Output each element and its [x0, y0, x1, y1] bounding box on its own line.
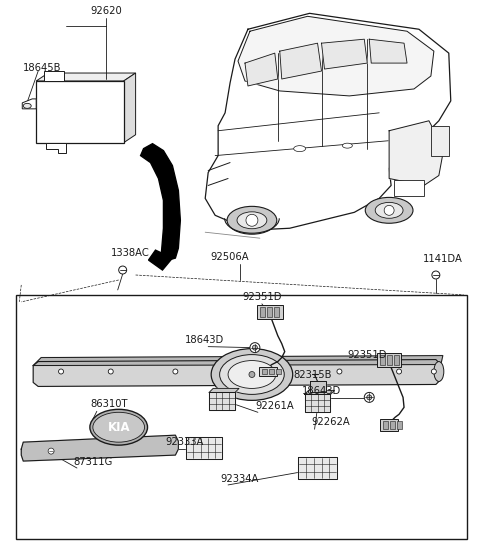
Circle shape [432, 271, 440, 279]
FancyBboxPatch shape [387, 355, 392, 365]
Circle shape [364, 392, 374, 403]
Ellipse shape [375, 202, 403, 218]
Circle shape [257, 369, 263, 374]
Circle shape [108, 369, 113, 374]
Text: 18645B: 18645B [23, 63, 62, 73]
Ellipse shape [237, 212, 267, 229]
Circle shape [337, 369, 342, 374]
FancyBboxPatch shape [380, 355, 385, 365]
FancyBboxPatch shape [274, 307, 279, 317]
Polygon shape [322, 39, 367, 69]
FancyBboxPatch shape [383, 421, 388, 429]
Text: 92620: 92620 [90, 6, 121, 16]
FancyBboxPatch shape [36, 81, 124, 142]
Ellipse shape [342, 143, 352, 148]
FancyBboxPatch shape [431, 126, 449, 156]
Polygon shape [280, 43, 322, 79]
Ellipse shape [228, 361, 276, 388]
Polygon shape [186, 437, 222, 459]
Polygon shape [238, 16, 434, 96]
FancyBboxPatch shape [259, 366, 277, 377]
Polygon shape [124, 73, 136, 142]
Polygon shape [389, 121, 444, 185]
FancyBboxPatch shape [380, 419, 398, 431]
Circle shape [246, 214, 258, 226]
Ellipse shape [90, 409, 147, 445]
Circle shape [252, 345, 257, 350]
Circle shape [384, 205, 394, 215]
Text: 1338AC: 1338AC [111, 248, 149, 258]
Circle shape [396, 369, 402, 374]
FancyBboxPatch shape [269, 368, 274, 375]
Text: KIA: KIA [108, 421, 130, 434]
Circle shape [250, 343, 260, 353]
FancyBboxPatch shape [267, 307, 272, 317]
Circle shape [48, 448, 54, 454]
Ellipse shape [227, 206, 277, 234]
FancyBboxPatch shape [260, 307, 265, 317]
Text: 86310T: 86310T [91, 399, 128, 409]
Polygon shape [305, 394, 330, 412]
FancyBboxPatch shape [397, 421, 402, 429]
Ellipse shape [93, 412, 144, 442]
FancyBboxPatch shape [377, 353, 401, 366]
Text: 92262A: 92262A [312, 417, 350, 427]
Text: 92261A: 92261A [255, 402, 294, 411]
Text: 1141DA: 1141DA [423, 254, 463, 264]
Ellipse shape [434, 361, 444, 382]
FancyBboxPatch shape [16, 295, 467, 538]
FancyBboxPatch shape [390, 421, 395, 429]
Text: 92334A: 92334A [220, 474, 259, 484]
Text: 92351D: 92351D [348, 350, 387, 360]
Circle shape [367, 395, 372, 400]
Polygon shape [33, 360, 441, 387]
Polygon shape [21, 435, 179, 461]
Polygon shape [305, 390, 335, 394]
Ellipse shape [220, 355, 284, 394]
Circle shape [249, 371, 255, 377]
Text: 92351D: 92351D [242, 292, 281, 302]
FancyBboxPatch shape [262, 368, 267, 375]
Circle shape [119, 266, 127, 274]
Text: 92506A: 92506A [210, 252, 249, 262]
FancyBboxPatch shape [276, 368, 281, 375]
Text: 18643D: 18643D [301, 387, 341, 397]
Circle shape [173, 369, 178, 374]
Polygon shape [46, 142, 66, 152]
Ellipse shape [23, 103, 31, 108]
FancyBboxPatch shape [257, 305, 283, 319]
Polygon shape [298, 457, 337, 479]
Polygon shape [205, 13, 451, 230]
Polygon shape [245, 53, 278, 86]
Polygon shape [22, 99, 36, 109]
Ellipse shape [211, 349, 293, 400]
Polygon shape [141, 144, 180, 260]
Polygon shape [369, 39, 407, 63]
Polygon shape [33, 356, 443, 366]
Text: 82315B: 82315B [294, 371, 332, 381]
FancyBboxPatch shape [394, 180, 424, 196]
FancyBboxPatch shape [394, 355, 399, 365]
Text: 87311G: 87311G [73, 457, 112, 467]
Text: 18643D: 18643D [185, 334, 225, 345]
Polygon shape [310, 382, 325, 392]
Polygon shape [36, 73, 136, 81]
Text: 92333A: 92333A [166, 437, 204, 447]
Ellipse shape [365, 197, 413, 223]
Polygon shape [148, 250, 172, 270]
FancyBboxPatch shape [44, 71, 64, 81]
Polygon shape [209, 392, 235, 410]
Circle shape [432, 369, 436, 374]
Polygon shape [209, 388, 239, 392]
Ellipse shape [294, 146, 306, 152]
Circle shape [59, 369, 63, 374]
